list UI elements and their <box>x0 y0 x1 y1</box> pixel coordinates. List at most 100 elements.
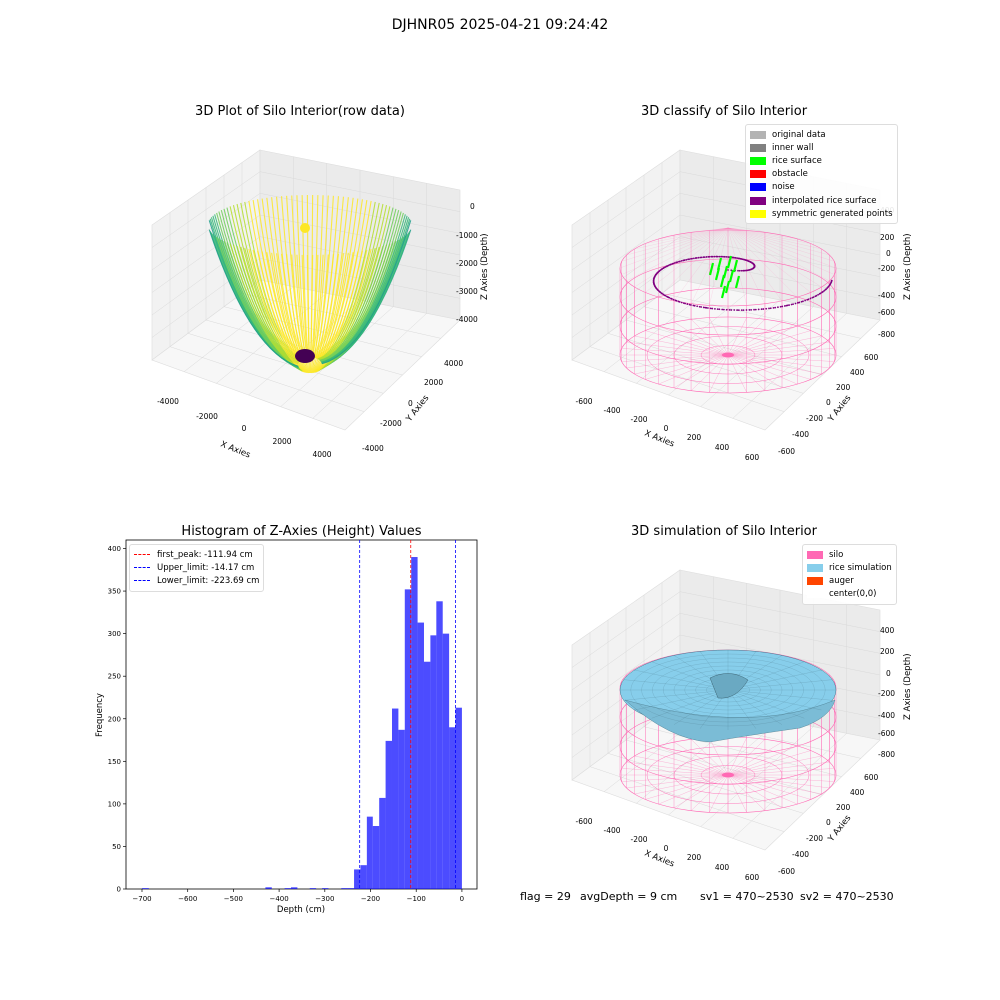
roof-spoke <box>658 227 729 298</box>
x-tick-label: 4000 <box>312 450 331 459</box>
legend-label: Lower_limit: -223.69 cm <box>157 575 260 586</box>
y-tick-label: 150 <box>108 758 121 766</box>
surface-point <box>661 268 664 270</box>
top-cluster <box>300 223 310 233</box>
rice-point <box>728 269 735 283</box>
histogram-bar <box>379 797 386 889</box>
simulation-plot-title: 3D simulation of Silo Interior <box>631 524 817 539</box>
rice-point <box>726 255 733 269</box>
x-tick-label: -600 <box>575 817 592 826</box>
rice-point <box>724 280 731 294</box>
simulation-legend: silo rice simulation auger center(0,0) <box>802 544 897 605</box>
surface-strip <box>319 208 397 362</box>
histogram-bar <box>449 727 456 889</box>
legend-item: center(0,0) <box>807 588 892 601</box>
surface-strip <box>319 206 391 361</box>
surface-point <box>714 307 716 310</box>
surface-point <box>652 278 655 281</box>
mesh-spoke <box>727 689 757 729</box>
legend-label: center(0,0) <box>829 589 877 600</box>
surface-point <box>709 307 712 310</box>
y-tick-label: 250 <box>108 673 121 681</box>
legend-line <box>134 567 150 569</box>
legend-label: interpolated rice surface <box>772 195 877 206</box>
roof-spoke <box>727 227 822 288</box>
z-tick-label: 0 <box>470 202 475 211</box>
surface-point <box>786 304 789 307</box>
surface-point <box>777 306 779 309</box>
histogram-bar <box>436 601 443 889</box>
surface-point <box>696 305 699 308</box>
legend-item: Lower_limit: -223.69 cm <box>134 574 259 587</box>
histogram-bar <box>309 888 317 889</box>
z-tick-labels: 400 200 0 -200 -400 -600 -800 <box>878 626 895 759</box>
legend-swatch <box>807 550 823 559</box>
roof-spoke <box>634 227 729 250</box>
surface-point <box>683 259 686 262</box>
surface-point <box>722 308 725 311</box>
floor-center <box>722 352 734 358</box>
surface-point <box>700 306 703 308</box>
z-tick-labels: 0 -1000 -2000 -3000 -4000 <box>456 202 478 324</box>
histogram-bar <box>347 888 355 889</box>
histogram-bar <box>417 622 424 889</box>
rice-point <box>722 265 729 279</box>
x-tick-label: −100 <box>407 895 426 903</box>
x-tick-label: −200 <box>361 895 380 903</box>
surface-point <box>679 260 681 263</box>
y-tick-label: 50 <box>112 843 121 851</box>
mesh-spoke <box>727 689 822 711</box>
y-tick-label: 0 <box>826 818 831 827</box>
legend-item: silo <box>807 548 892 561</box>
legend-label: silo <box>829 549 844 560</box>
grid-line <box>732 733 847 839</box>
y-tick-label: -600 <box>778 867 795 876</box>
roof-spoke <box>727 227 766 304</box>
x-tick-label: 400 <box>715 863 730 872</box>
surface-point <box>732 256 735 259</box>
x-axis-label: X Axies <box>643 429 676 450</box>
surface-strip <box>296 254 309 374</box>
surface-point <box>747 260 750 263</box>
y-ticks: 0 50 100 150 200 250 300 350 400 <box>108 545 126 894</box>
surface-point <box>750 261 753 264</box>
roof-spoke <box>727 227 822 250</box>
y-tick-labels: -600 -400 -200 0 200 400 600 <box>778 773 879 876</box>
z-tick-label: -4000 <box>456 315 478 324</box>
z-tick-label: -200 <box>878 264 895 273</box>
legend-item: inner wall <box>750 141 893 154</box>
legend-swatch <box>750 209 766 218</box>
legend-item: obstacle <box>750 168 893 181</box>
surface-point <box>660 292 663 294</box>
legend-item: interpolated rice surface <box>750 194 893 207</box>
surface-strip <box>291 254 309 374</box>
legend-swatch <box>807 563 823 572</box>
roof-spoke <box>727 227 811 293</box>
histogram-bar <box>360 865 367 889</box>
surface-point <box>798 301 801 304</box>
histogram-bar <box>322 888 329 889</box>
surface-strip <box>320 210 400 362</box>
rice-point <box>708 262 715 276</box>
surface-point <box>830 279 833 282</box>
z-tick-label: 400 <box>880 626 895 635</box>
surface-point <box>738 257 741 260</box>
roof-spoke <box>634 227 729 288</box>
y-tick-label: 2000 <box>424 378 443 387</box>
y-tick-label: -200 <box>806 834 823 843</box>
legend-item: rice simulation <box>807 561 892 574</box>
z-axis-label: Z Axies (Depth) <box>480 233 490 300</box>
surface-point <box>814 295 817 298</box>
surface-point <box>768 307 770 310</box>
x-tick-label: 0 <box>664 424 669 433</box>
surface-point <box>672 298 675 301</box>
mesh-spoke <box>727 689 805 719</box>
x-tick-label: 400 <box>715 443 730 452</box>
y-tick-label: 300 <box>108 630 121 638</box>
histogram-chart: −700 −600 −500 −400 −300 −200 −100 0 0 50 100 150 2… <box>95 539 478 915</box>
surface-point <box>688 258 691 261</box>
legend-swatch <box>807 590 823 599</box>
x-tick-labels: -600 -400 -200 0 200 400 600 <box>575 817 759 880</box>
z-tick-label: -600 <box>878 308 895 317</box>
y-tick-label: 400 <box>850 368 865 377</box>
